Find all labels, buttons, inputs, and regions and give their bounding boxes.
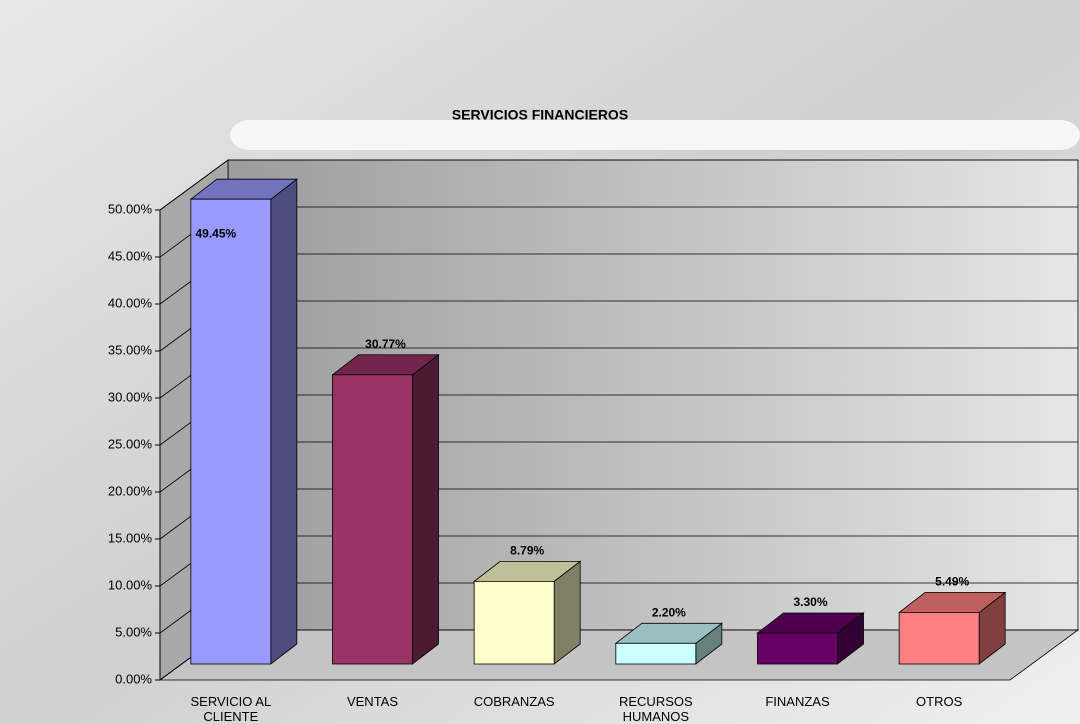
y-tick-label: 45.00% — [108, 248, 153, 263]
x-tick-label: SERVICIO AL CLIENTE — [190, 694, 272, 724]
y-tick-label: 30.00% — [108, 389, 153, 404]
chart-title: SERVICIOS FINANCIEROS — [452, 107, 628, 123]
y-tick-label: 40.00% — [108, 295, 153, 310]
x-tick-label: VENTAS — [346, 694, 399, 709]
value-label: 3.30% — [793, 595, 827, 609]
bar — [332, 374, 413, 665]
value-label: 5.49% — [935, 575, 969, 589]
bar — [898, 611, 980, 665]
bar — [190, 198, 272, 665]
y-tick-label: 10.00% — [108, 577, 153, 592]
y-tick-label: 15.00% — [108, 530, 153, 545]
bar-side — [412, 353, 439, 665]
y-tick-label: 25.00% — [108, 436, 153, 451]
grid-line — [159, 159, 1078, 211]
y-tick-label: 20.00% — [108, 483, 153, 498]
banner — [230, 120, 1080, 150]
bar-side — [270, 178, 298, 665]
bar — [615, 642, 697, 665]
value-label: 2.20% — [652, 605, 686, 619]
value-label: 30.77% — [365, 337, 406, 351]
value-label: 8.79% — [510, 544, 544, 558]
x-tick-label: FINANZAS — [765, 694, 830, 709]
value-label: 49.45% — [195, 226, 236, 240]
x-tick-label: RECURSOS HUMANOS — [618, 694, 693, 724]
y-tick-label: 35.00% — [108, 342, 153, 357]
y-tick-label: 0.00% — [115, 671, 152, 686]
bar — [473, 580, 555, 665]
y-tick-label: 5.00% — [115, 624, 152, 639]
bar — [757, 632, 838, 665]
y-tick-label: 50.00% — [108, 201, 153, 216]
x-tick-label: COBRANZAS — [473, 694, 555, 709]
x-tick-label: OTROS — [916, 694, 963, 709]
